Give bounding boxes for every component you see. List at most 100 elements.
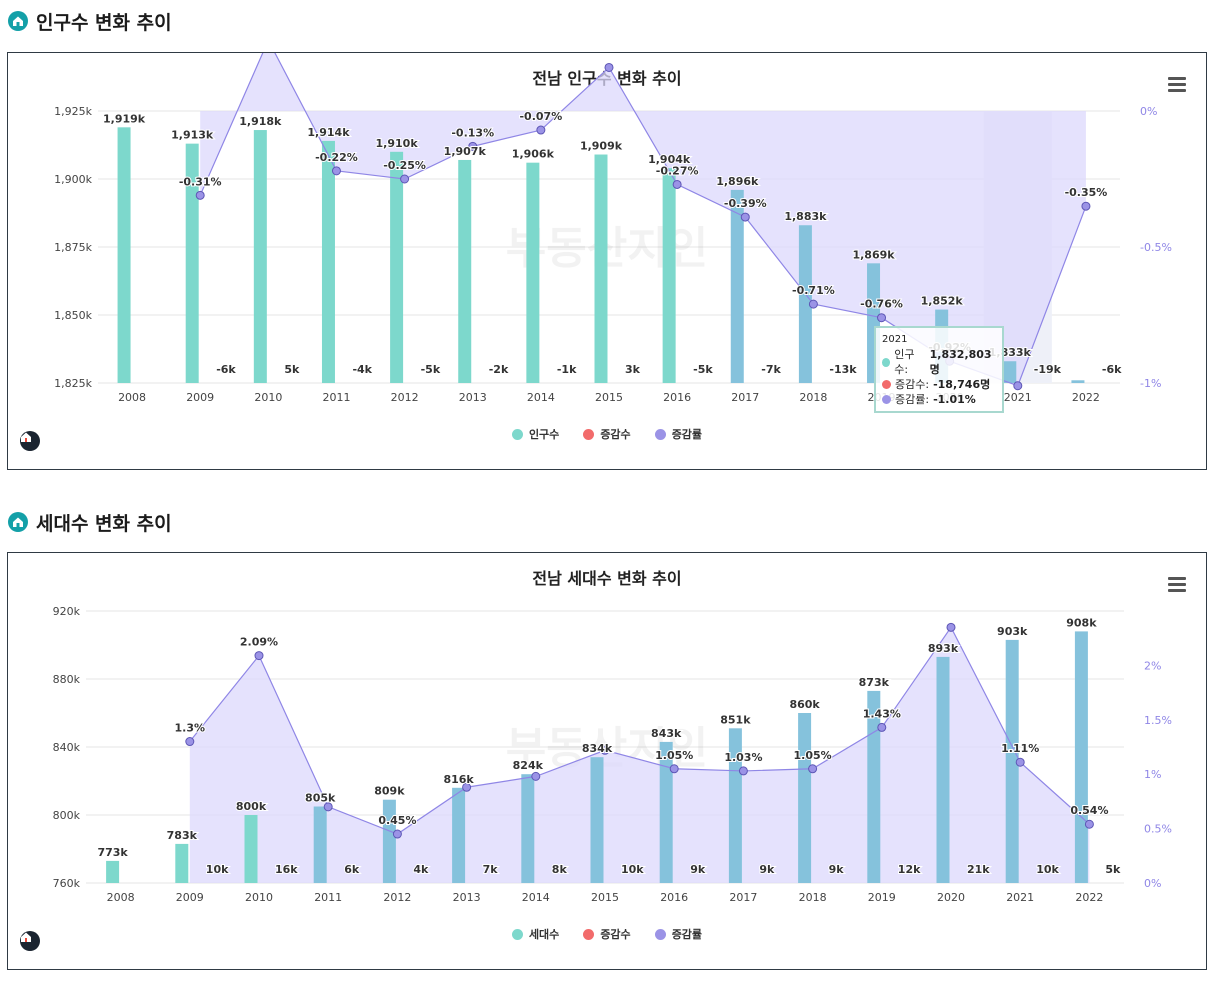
x-axis-tick-label: 2022 bbox=[1072, 391, 1100, 404]
bar-value-label: 805k bbox=[305, 792, 336, 805]
population-section-title: 인구수 변화 추이 bbox=[8, 8, 172, 34]
legend-item-population[interactable]: 인구수 bbox=[511, 426, 560, 442]
bar bbox=[730, 189, 744, 383]
rate-value-label: 1.05% bbox=[655, 749, 693, 762]
change-value-label: 10k bbox=[1036, 863, 1059, 876]
legend-label: 증감률 bbox=[671, 928, 703, 941]
tooltip-row-change: 증감수: -18,746명 bbox=[882, 377, 996, 392]
change-value-label: 9k bbox=[759, 863, 775, 876]
y-axis-tick-label: 1,900k bbox=[54, 173, 92, 186]
rate-area bbox=[200, 53, 1086, 386]
legend-item-rate[interactable]: 증감률 bbox=[654, 426, 702, 442]
y2-axis-tick-label: -0.5% bbox=[1140, 241, 1172, 254]
bar-value-label: 1,906k bbox=[512, 148, 555, 161]
rate-point bbox=[400, 174, 410, 184]
x-axis-tick-label: 2021 bbox=[1004, 391, 1032, 404]
x-axis-tick-label: 2013 bbox=[459, 391, 487, 404]
bar bbox=[1071, 380, 1085, 383]
y-axis-tick-label: 800k bbox=[53, 809, 81, 822]
change-value-label: 5k bbox=[1105, 863, 1121, 876]
bar bbox=[390, 151, 404, 383]
change-value-label: -1k bbox=[557, 363, 577, 376]
chart-menu-button[interactable] bbox=[1168, 577, 1186, 592]
change-value-label: -5k bbox=[421, 363, 441, 376]
rate-point bbox=[1013, 381, 1023, 391]
change-value-label: -7k bbox=[761, 363, 781, 376]
bar bbox=[594, 154, 608, 383]
change-value-label: 10k bbox=[206, 863, 229, 876]
bar-value-label: 816k bbox=[443, 773, 474, 786]
legend-item-change[interactable]: 증감수 bbox=[583, 926, 631, 942]
rate-point bbox=[1081, 201, 1091, 211]
change-value-label: 16k bbox=[275, 863, 298, 876]
x-axis-tick-label: 2008 bbox=[118, 391, 146, 404]
change-value-label: 9k bbox=[829, 863, 845, 876]
bar bbox=[321, 140, 335, 383]
change-value-label: -2k bbox=[489, 363, 509, 376]
y-axis-tick-label: 760k bbox=[53, 877, 81, 890]
legend-label: 인구수 bbox=[528, 428, 560, 441]
rate-point bbox=[808, 764, 818, 774]
bar-value-label: 809k bbox=[374, 785, 405, 798]
change-value-label: 4k bbox=[413, 863, 429, 876]
bar bbox=[175, 843, 189, 883]
x-axis-tick-label: 2016 bbox=[663, 391, 691, 404]
x-axis-tick-label: 2016 bbox=[660, 891, 688, 904]
x-axis-tick-label: 2010 bbox=[254, 391, 282, 404]
change-value-label: -19k bbox=[1034, 363, 1062, 376]
legend-item-change[interactable]: 증감수 bbox=[583, 426, 631, 442]
section-heading: 세대수 변화 추이 bbox=[36, 512, 172, 535]
households-chart-panel: 전남 세대수 변화 추이 760k 800k 840k 880k 920k 0% 0.5% 1%… bbox=[7, 552, 1207, 970]
bar bbox=[106, 860, 120, 883]
chart-tooltip: 2021 인구수: 1,832,803명 증감수: -18,746명 증감률: -1.… bbox=[874, 326, 1004, 413]
bar-value-label: 1,910k bbox=[376, 137, 419, 150]
rate-point bbox=[195, 190, 205, 200]
rate-point bbox=[254, 651, 264, 661]
rate-point bbox=[669, 764, 679, 774]
rate-value-label: -0.35% bbox=[1065, 186, 1108, 199]
rate-value-label: 0.54% bbox=[1070, 804, 1108, 817]
y2-axis-tick-label: 1.5% bbox=[1144, 714, 1172, 727]
y2-axis-tick-label: 0.5% bbox=[1144, 823, 1172, 836]
rate-value-label: -0.25% bbox=[383, 159, 426, 172]
change-value-label: 3k bbox=[625, 363, 641, 376]
legend-label: 증감수 bbox=[600, 928, 631, 941]
rate-point bbox=[392, 829, 402, 839]
change-value-label: 7k bbox=[483, 863, 499, 876]
households-section-title: 세대수 변화 추이 bbox=[8, 509, 172, 535]
legend-item-rate[interactable]: 증감률 bbox=[654, 926, 703, 942]
bar bbox=[662, 168, 676, 383]
bar-value-label: 903k bbox=[997, 625, 1028, 638]
chart-legend: 세대수 증감수 증감률 bbox=[8, 926, 1206, 942]
bar-value-label: 773k bbox=[97, 846, 128, 859]
change-value-label: 9k bbox=[690, 863, 706, 876]
bar-value-label: 834k bbox=[582, 742, 613, 755]
legend-dot bbox=[654, 428, 666, 440]
rate-value-label: 0.45% bbox=[378, 814, 416, 827]
rate-line bbox=[189, 626, 1090, 835]
y-axis-tick-label: 920k bbox=[53, 605, 81, 618]
rate-point bbox=[468, 141, 478, 151]
bar bbox=[452, 787, 466, 883]
rate-point bbox=[946, 622, 956, 632]
bar-value-label: 843k bbox=[651, 727, 682, 740]
rate-point bbox=[323, 802, 333, 812]
x-axis-tick-label: 2011 bbox=[322, 391, 350, 404]
y-axis-tick-label: 1,825k bbox=[54, 377, 92, 390]
chart-menu-button[interactable] bbox=[1168, 77, 1186, 92]
y-axis-tick-label: 1,875k bbox=[54, 241, 92, 254]
y2-axis-tick-label: 1% bbox=[1144, 768, 1161, 781]
change-value-label: 12k bbox=[898, 863, 921, 876]
households-chart: 전남 세대수 변화 추이 760k 800k 840k 880k 920k 0% 0.5% 1%… bbox=[53, 569, 1172, 904]
bar-value-label: 800k bbox=[236, 800, 267, 813]
bar-value-label: 1,907k bbox=[444, 145, 487, 158]
legend-item-households[interactable]: 세대수 bbox=[511, 926, 559, 942]
rate-point bbox=[877, 722, 887, 732]
x-axis-tick-label: 2014 bbox=[527, 391, 555, 404]
bar-value-label: 1,919k bbox=[103, 112, 146, 125]
rate-value-label: -0.22% bbox=[315, 151, 358, 164]
rate-value-label: 1.3% bbox=[175, 722, 206, 735]
x-axis-tick-label: 2012 bbox=[391, 391, 419, 404]
y2-axis-tick-label: 2% bbox=[1144, 659, 1161, 672]
bar bbox=[253, 130, 267, 383]
